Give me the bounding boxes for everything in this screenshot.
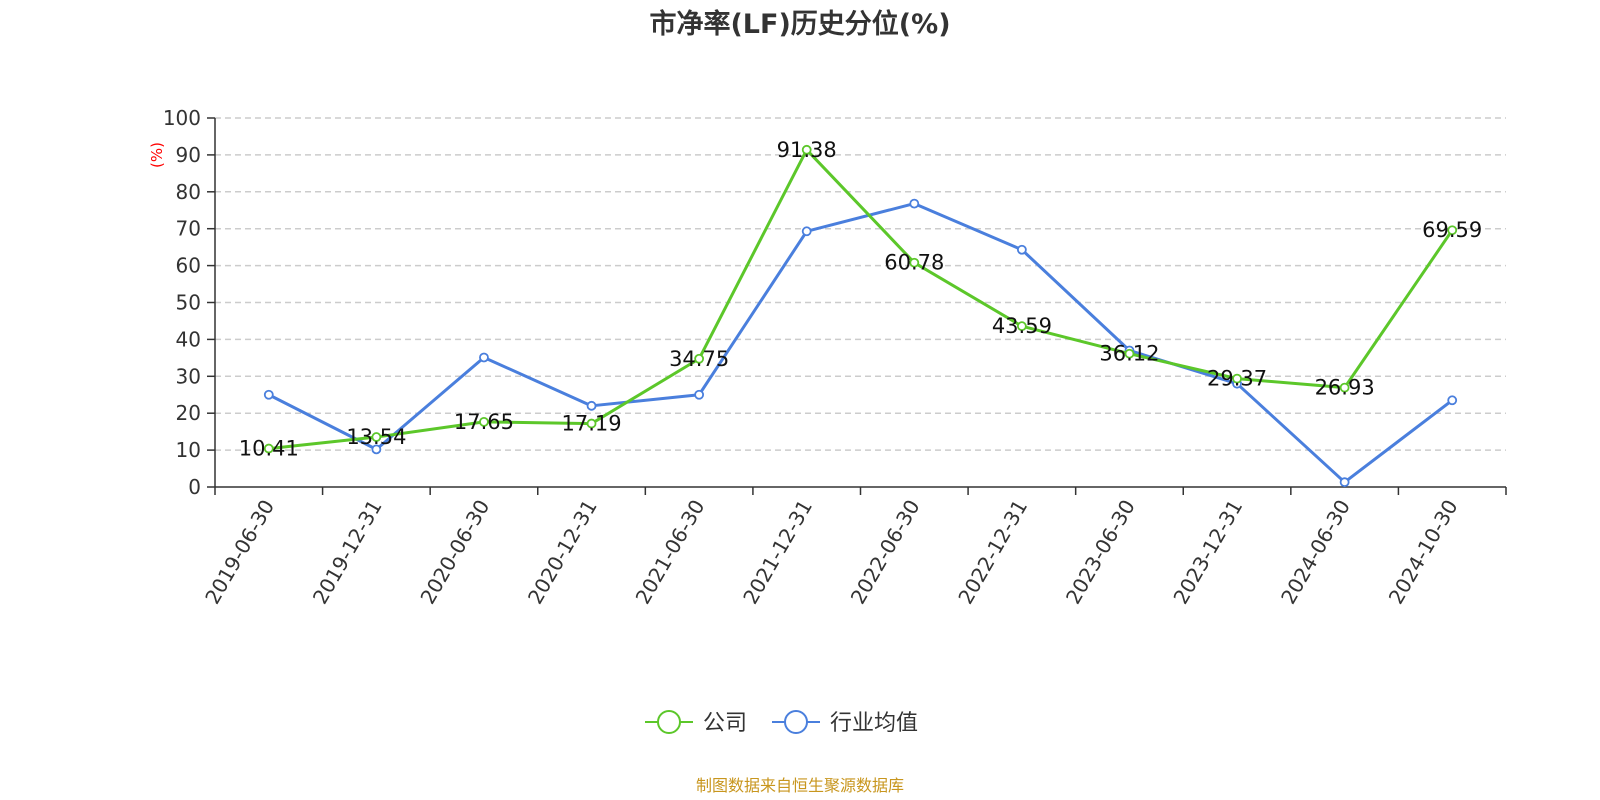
y-tick-label: 100 xyxy=(163,106,201,130)
chart-title: 市净率(LF)历史分位(%) xyxy=(649,8,950,40)
x-tick-label: 2023-06-30 xyxy=(1061,496,1140,609)
data-label: 69.59 xyxy=(1422,218,1482,242)
y-tick-label: 60 xyxy=(176,254,201,278)
legend-label: 行业均值 xyxy=(830,711,918,736)
data-point[interactable] xyxy=(371,432,382,442)
data-point[interactable] xyxy=(1232,373,1242,384)
data-point[interactable] xyxy=(1016,321,1027,332)
y-tick-label: 0 xyxy=(188,475,201,499)
data-point[interactable] xyxy=(1447,395,1458,406)
data-point[interactable] xyxy=(1124,348,1135,359)
source-note: 制图数据来自恒生聚源数据库 xyxy=(696,776,904,795)
data-label: 60.78 xyxy=(884,251,944,275)
data-point[interactable] xyxy=(586,418,597,429)
legend-item-1[interactable]: 行业均值 xyxy=(772,710,918,736)
data-label: 34.75 xyxy=(669,347,729,371)
data-point[interactable] xyxy=(801,144,812,155)
data-label: 10.41 xyxy=(239,437,299,461)
data-label: 36.12 xyxy=(1099,342,1159,366)
y-tick-label: 30 xyxy=(176,364,201,388)
data-point[interactable] xyxy=(1016,244,1027,255)
x-tick-label: 2020-12-31 xyxy=(523,496,602,609)
data-point[interactable] xyxy=(263,443,274,454)
y-tick-label: 40 xyxy=(176,327,201,351)
data-point[interactable] xyxy=(1339,477,1350,488)
series-group xyxy=(263,144,1458,488)
y-axis-label: (%) xyxy=(148,142,166,168)
x-tick-label: 2019-12-31 xyxy=(308,496,387,609)
y-tick-label: 10 xyxy=(176,438,201,462)
data-point[interactable] xyxy=(479,352,489,363)
data-label: 26.93 xyxy=(1315,376,1375,400)
legend-item-0[interactable]: 公司 xyxy=(645,710,747,736)
y-tick-label: 80 xyxy=(176,180,201,204)
legend-marker xyxy=(657,710,681,734)
x-tick-label: 2019-06-30 xyxy=(200,496,279,609)
data-point[interactable] xyxy=(586,400,597,411)
data-label: 13.54 xyxy=(346,425,406,449)
y-tick-label: 70 xyxy=(176,217,201,241)
x-tick-label: 2023-12-31 xyxy=(1168,496,1247,609)
y-tick-label: 20 xyxy=(176,401,201,425)
data-point[interactable] xyxy=(1339,382,1350,393)
x-tick-label: 2020-06-30 xyxy=(415,496,494,609)
series-line-0 xyxy=(268,148,1454,451)
series-line-1 xyxy=(268,202,1454,484)
x-tick-label: 2024-06-30 xyxy=(1276,496,1355,609)
y-axis-ticks: 0 10 20 30 40 50 60 70 80 90 100 xyxy=(163,106,215,499)
x-tick-label: 2021-12-31 xyxy=(738,496,817,609)
data-label: 17.19 xyxy=(561,412,621,436)
data-point[interactable] xyxy=(694,389,705,400)
legend: 公司 行业均值 xyxy=(645,710,918,736)
x-tick-label: 2021-06-30 xyxy=(631,496,710,609)
data-label: 91.38 xyxy=(777,138,837,162)
legend-marker xyxy=(784,710,808,734)
data-label: 43.59 xyxy=(992,314,1052,338)
data-label: 17.65 xyxy=(454,410,514,434)
data-point[interactable] xyxy=(1447,225,1458,236)
data-label: 29.37 xyxy=(1207,367,1267,391)
x-tick-label: 2024-10-30 xyxy=(1384,496,1463,609)
data-labels: 10.41 13.54 17.65 17.19 34.75 91.38 60.78 43.59… xyxy=(239,138,1483,461)
data-point[interactable] xyxy=(909,257,920,268)
x-axis-ticks: 2019-06-30 2019-12-31 2020-06-30 2020-12-31… xyxy=(200,487,1507,609)
y-tick-label: 50 xyxy=(176,291,201,315)
x-tick-label: 2022-06-30 xyxy=(846,496,925,609)
data-point[interactable] xyxy=(479,416,489,427)
data-point[interactable] xyxy=(801,226,812,237)
data-point[interactable] xyxy=(694,353,705,364)
x-tick-label: 2022-12-31 xyxy=(953,496,1032,609)
grid-lines xyxy=(215,117,1506,451)
legend-label: 公司 xyxy=(703,711,747,736)
y-tick-label: 90 xyxy=(176,143,201,167)
data-point[interactable] xyxy=(263,389,274,400)
data-point[interactable] xyxy=(371,444,382,455)
data-point[interactable] xyxy=(909,198,920,209)
